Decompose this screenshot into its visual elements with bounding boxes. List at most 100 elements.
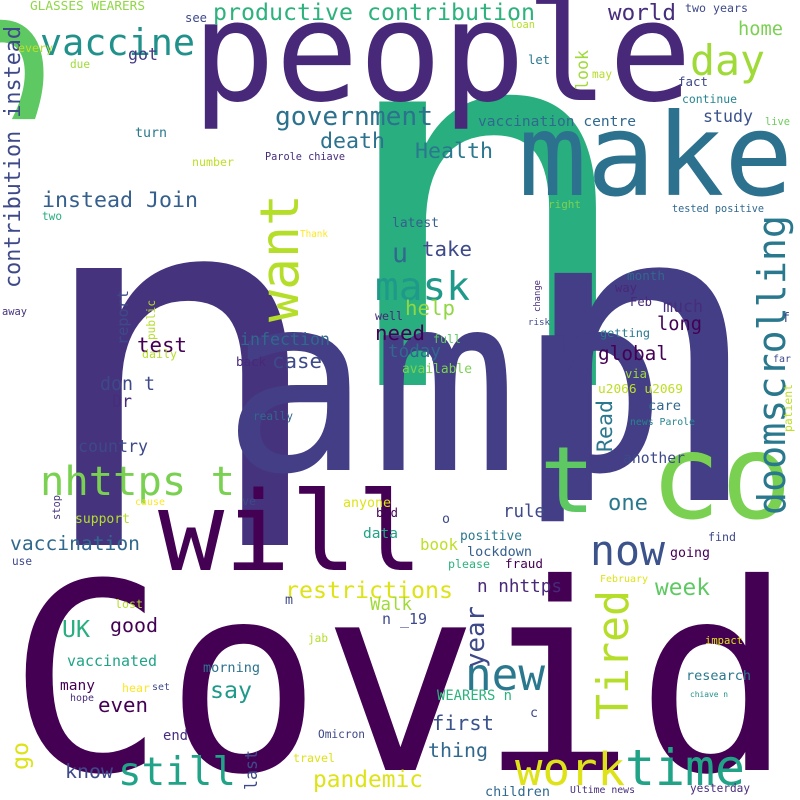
word: time [625,739,745,797]
word: good [110,614,158,637]
word: much [663,297,703,316]
word: via [625,367,647,381]
word: live [765,116,790,128]
word: home [738,19,783,40]
word: support [75,512,130,527]
word: Read [593,400,618,452]
word: research [686,668,751,684]
word: bad [376,506,398,520]
word: got [128,45,158,64]
word: know [65,760,113,783]
word: look [573,50,592,90]
word: Dr [112,392,132,411]
word: yesterday [690,782,750,795]
word: chiave n [690,690,728,699]
word: death [320,129,385,154]
word: travel [293,751,335,765]
word: back [236,354,266,369]
word: need [375,321,425,345]
word: use [12,555,32,568]
word: will [158,468,423,596]
word: right [548,198,581,211]
word: hear [122,681,150,695]
word: n [515,115,765,598]
word: jab [308,632,328,645]
word: impact [705,635,743,647]
word: way [615,281,637,295]
word: fraud [505,556,543,571]
word: s [0,0,99,145]
word: turn [135,126,167,141]
word: let [528,53,550,67]
word: far [773,354,791,365]
word: well [375,309,403,323]
word: n _19 [382,610,427,628]
word: Feb [630,295,652,309]
word: Thank [300,229,328,240]
word: WEARERS n [437,688,512,704]
word: lost [115,597,143,611]
word: may [592,68,612,81]
word: Walk [370,595,413,615]
word: tested positive [672,204,764,215]
word: restrictions [285,577,453,604]
word: infection [240,330,330,349]
word: two [42,210,62,223]
word: year [461,606,491,668]
word: government [275,102,433,132]
word: latest [392,216,439,231]
word: February [600,574,648,585]
word: daily [142,347,177,361]
word: u2066 u2069 [598,382,683,397]
word: take [422,237,472,261]
word: going [670,546,710,561]
word: vaccinated [67,652,157,670]
word: say [210,677,252,704]
word: many [60,678,95,694]
word: see [185,11,207,25]
word: change [533,280,543,312]
word: make [518,89,793,222]
word: work [515,743,625,796]
word: full [433,332,461,346]
word: global [598,342,668,365]
word: risk [528,318,551,328]
word: first [432,711,494,735]
word: find [708,530,736,544]
word: people [192,0,692,133]
word: vaccination centre [478,113,636,130]
word: vaccination [10,532,140,555]
word: loan [510,19,535,31]
word: number [192,155,234,169]
word: patient [781,384,795,432]
word: Covid [8,528,793,800]
word: contribution instead [1,26,26,288]
word: m [285,593,293,608]
word: rule [503,502,545,522]
word: instead Join [42,188,198,213]
word: data [363,526,398,542]
word: two years [685,1,748,15]
word: n [330,0,642,508]
word: t [540,427,595,534]
word: go [7,742,34,770]
word: stop [51,495,63,520]
word: fact [678,74,708,89]
word: world [608,0,676,26]
word: amp [222,242,667,529]
word: hope [70,693,94,704]
word: want [249,194,311,322]
word: due [70,58,90,71]
word: mask [375,264,470,310]
word: test [137,333,187,357]
word: news Parole [630,417,695,428]
word: nhttps t [40,457,235,505]
word: one [608,490,648,516]
word: n [28,76,333,665]
word: last [242,750,261,790]
word: available [402,362,472,377]
word: children [485,784,550,800]
word: end [163,728,188,744]
